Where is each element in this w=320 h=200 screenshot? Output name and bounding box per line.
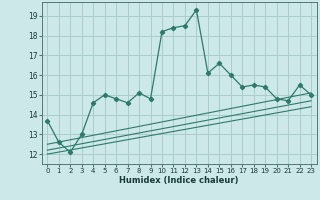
X-axis label: Humidex (Indice chaleur): Humidex (Indice chaleur) [119, 176, 239, 185]
